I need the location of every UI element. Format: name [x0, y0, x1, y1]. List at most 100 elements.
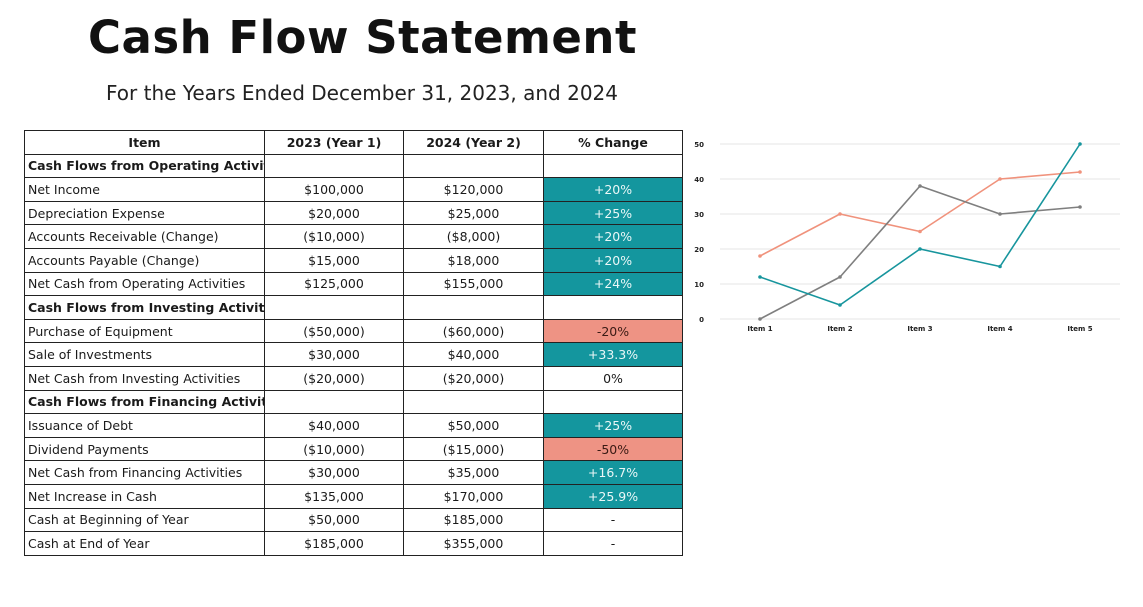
row-percent-change: 0% — [543, 365, 683, 391]
cash-flow-table: Item 2023 (Year 1) 2024 (Year 2) % Chang… — [24, 130, 683, 556]
row-percent-change: +20% — [543, 247, 683, 273]
data-point — [838, 303, 842, 307]
table-body: Cash Flows from Operating Activities Net … — [24, 153, 683, 556]
y-tick-label: 10 — [694, 281, 704, 289]
row-value-2024: $355,000 — [403, 531, 544, 556]
row-item-label: Net Increase in Cash — [24, 483, 265, 509]
row-item-label: Dividend Payments — [24, 436, 265, 462]
data-point — [918, 184, 922, 188]
data-point — [838, 212, 842, 216]
x-tick-label: Item 3 — [907, 325, 932, 333]
row-value-2023: $50,000 — [264, 507, 404, 533]
y-tick-label: 40 — [694, 176, 704, 184]
row-item-label: Cash at End of Year — [24, 531, 265, 556]
table-row: Issuance of Debt $40,000 $50,000 +25% — [24, 413, 683, 438]
row-item-label: Net Income — [24, 177, 265, 202]
page-subtitle: For the Years Ended December 31, 2023, a… — [106, 81, 619, 105]
row-value-2024: $185,000 — [403, 507, 544, 533]
table-header: Item 2023 (Year 1) 2024 (Year 2) % Chang… — [24, 130, 683, 155]
table-row: Accounts Receivable (Change) ($10,000) ($8… — [24, 224, 683, 249]
data-point — [1078, 205, 1082, 209]
column-header-change: % Change — [543, 130, 683, 155]
row-value-2023: ($10,000) — [264, 436, 404, 462]
row-percent-change: +16.7% — [543, 460, 683, 485]
section-header-row: Cash Flows from Operating Activities — [24, 153, 683, 179]
row-value-2023: $30,000 — [264, 342, 404, 367]
y-tick-label: 20 — [694, 246, 704, 254]
x-tick-label: Item 1 — [747, 325, 772, 333]
row-value-2023: ($20,000) — [264, 365, 404, 391]
row-item-label: Cash at Beginning of Year — [24, 507, 265, 533]
row-value-2024: $120,000 — [403, 177, 544, 202]
row-percent-change: -50% — [543, 436, 683, 462]
table-row: Net Cash from Operating Activities $125,0… — [24, 271, 683, 297]
row-value-2024 — [403, 389, 544, 415]
row-value-2023: $20,000 — [264, 200, 404, 226]
row-value-2023 — [264, 295, 404, 320]
section-label: Cash Flows from Investing Activities — [24, 295, 265, 320]
row-percent-change: +33.3% — [543, 342, 683, 367]
row-percent-change — [543, 389, 683, 415]
data-point — [838, 275, 842, 279]
section-label: Cash Flows from Operating Activities — [24, 153, 265, 179]
table-row: Cash at End of Year $185,000 $355,000- — [24, 531, 683, 556]
row-value-2024: ($15,000) — [403, 436, 544, 462]
table-row: Depreciation Expense $20,000 $25,000 +25% — [24, 200, 683, 226]
data-point — [998, 177, 1002, 181]
table-row: Purchase of Equipment ($50,000) ($60,000) -… — [24, 318, 683, 344]
column-header-item: Item — [24, 130, 265, 155]
page-title: Cash Flow Statement — [88, 11, 637, 64]
data-point — [1078, 170, 1082, 174]
row-percent-change — [543, 153, 683, 179]
row-item-label: Net Cash from Operating Activities — [24, 271, 265, 297]
row-percent-change: +24% — [543, 271, 683, 297]
row-value-2024: ($60,000) — [403, 318, 544, 344]
row-value-2024: $155,000 — [403, 271, 544, 297]
table-row: Net Increase in Cash $135,000 $170,000 +25.… — [24, 483, 683, 509]
row-value-2024: $170,000 — [403, 483, 544, 509]
row-value-2024: ($8,000) — [403, 224, 544, 249]
row-percent-change — [543, 295, 683, 320]
row-item-label: Sale of Investments — [24, 342, 265, 367]
header-row: Item 2023 (Year 1) 2024 (Year 2) % Chang… — [24, 130, 683, 155]
x-tick-label: Item 5 — [1067, 325, 1092, 333]
row-item-label: Net Cash from Financing Activities — [24, 460, 265, 485]
table-row: Net Income $100,000 $120,000 +20% — [24, 177, 683, 202]
data-point — [918, 229, 922, 234]
table-row: Dividend Payments ($10,000) ($15,000) -50% — [24, 436, 683, 462]
row-value-2023: $15,000 — [264, 247, 404, 273]
x-tick-label: Item 4 — [987, 325, 1012, 333]
row-percent-change: - — [543, 507, 683, 533]
y-tick-label: 50 — [694, 141, 704, 149]
row-value-2023: ($10,000) — [264, 224, 404, 249]
data-point — [998, 212, 1002, 216]
y-tick-label: 0 — [699, 316, 704, 324]
row-value-2023: $185,000 — [264, 531, 404, 556]
table-row: Cash at Beginning of Year $50,000 $185,000… — [24, 507, 683, 533]
series-line — [759, 185, 1081, 320]
data-point — [758, 275, 762, 279]
row-value-2024 — [403, 295, 544, 320]
row-item-label: Issuance of Debt — [24, 413, 265, 438]
row-value-2024: $35,000 — [403, 460, 544, 485]
row-value-2023 — [264, 153, 404, 179]
table-row: Sale of Investments $30,000 $40,000 +33.3% — [24, 342, 683, 367]
row-value-2023: $100,000 — [264, 177, 404, 202]
section-header-row: Cash Flows from Investing Activities — [24, 295, 683, 320]
data-point — [758, 317, 762, 321]
row-value-2024: ($20,000) — [403, 365, 544, 391]
row-percent-change: - — [543, 531, 683, 556]
row-value-2024: $40,000 — [403, 342, 544, 367]
section-header-row: Cash Flows from Financing Activities — [24, 389, 683, 415]
table-row: Net Cash from Investing Activities ($20,0… — [24, 365, 683, 391]
row-value-2023: ($50,000) — [264, 318, 404, 344]
row-item-label: Depreciation Expense — [24, 200, 265, 226]
row-percent-change: +20% — [543, 224, 683, 249]
row-percent-change: +25% — [543, 413, 683, 438]
row-value-2023: $40,000 — [264, 413, 404, 438]
column-header-2023: 2023 (Year 1) — [264, 130, 404, 155]
row-percent-change: -20% — [543, 318, 683, 344]
row-item-label: Accounts Payable (Change) — [24, 247, 265, 273]
row-item-label: Net Cash from Investing Activities — [24, 365, 265, 391]
data-point — [998, 264, 1002, 269]
